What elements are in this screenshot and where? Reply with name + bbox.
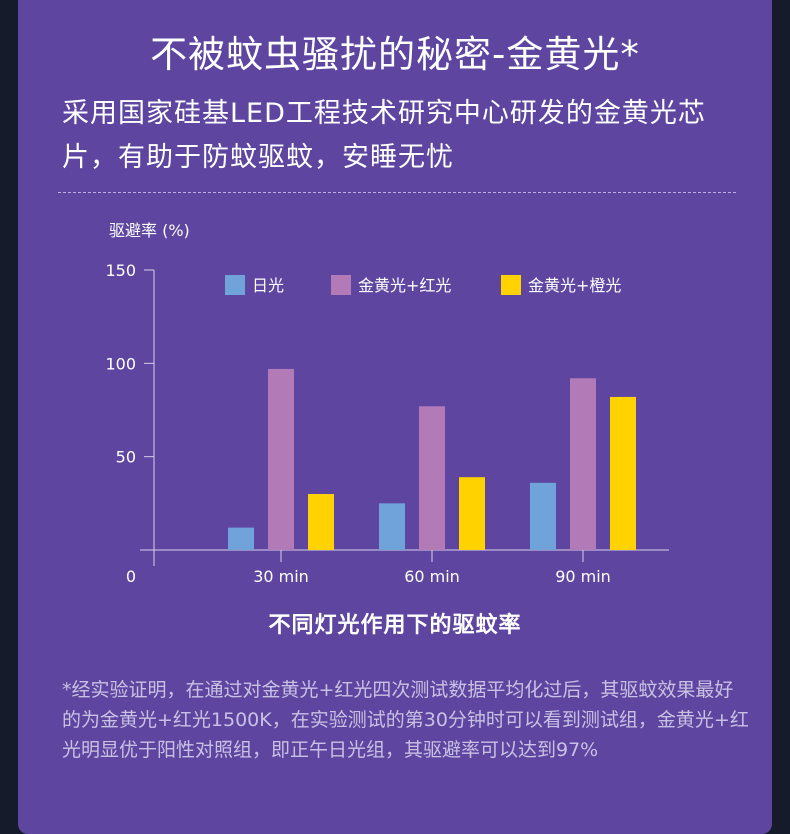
bar-2-1: [268, 368, 294, 550]
bar-1-1: [228, 527, 254, 550]
legend-label: 金黄光+红光: [358, 276, 451, 295]
y-tick-label: 0: [126, 567, 136, 586]
bar-3-2: [459, 477, 485, 550]
page-subtitle: 采用国家硅基LED工程技术研究中心研发的金黄光芯片，有助于防蚊驱蚊，安睡无忧: [62, 98, 706, 173]
chart-title: 不同灯光作用下的驱蚊率: [268, 613, 522, 638]
x-tick-label: 60 min: [404, 567, 460, 586]
legend-swatch: [331, 275, 351, 295]
page-title: 不被蚊虫骚扰的秘密-金黄光*: [150, 33, 640, 76]
legend-swatch: [225, 275, 245, 295]
content-card: 不被蚊虫骚扰的秘密-金黄光* 采用国家硅基LED工程技术研究中心研发的金黄光芯片…: [18, 0, 772, 834]
y-tick-label: 50: [116, 448, 136, 467]
y-axis-label: 驱避率 (%): [109, 221, 190, 240]
bar-1-3: [530, 482, 556, 550]
bar-2-2: [419, 406, 445, 550]
legend-label: 金黄光+橙光: [528, 276, 621, 295]
y-tick-label: 100: [105, 354, 136, 373]
bar-3-3: [610, 396, 636, 550]
bar-1-2: [379, 503, 405, 550]
x-tick-label: 30 min: [253, 567, 309, 586]
footnote-text: *经实验证明，在通过对金黄光+红光四次测试数据平均化过后，其驱蚊效果最好的为金黄…: [62, 679, 749, 761]
bar-2-3: [570, 378, 596, 550]
legend-swatch: [501, 275, 521, 295]
legend-label: 日光: [252, 276, 284, 295]
bar-chart: 驱避率 (%) 0 50 100 150 30 min 60 min 90 min 日光 金黄光+…: [105, 221, 669, 586]
dashed-divider: [58, 192, 736, 193]
x-tick-label: 90 min: [555, 567, 611, 586]
bar-3-1: [308, 494, 334, 550]
y-tick-label: 150: [105, 261, 136, 280]
